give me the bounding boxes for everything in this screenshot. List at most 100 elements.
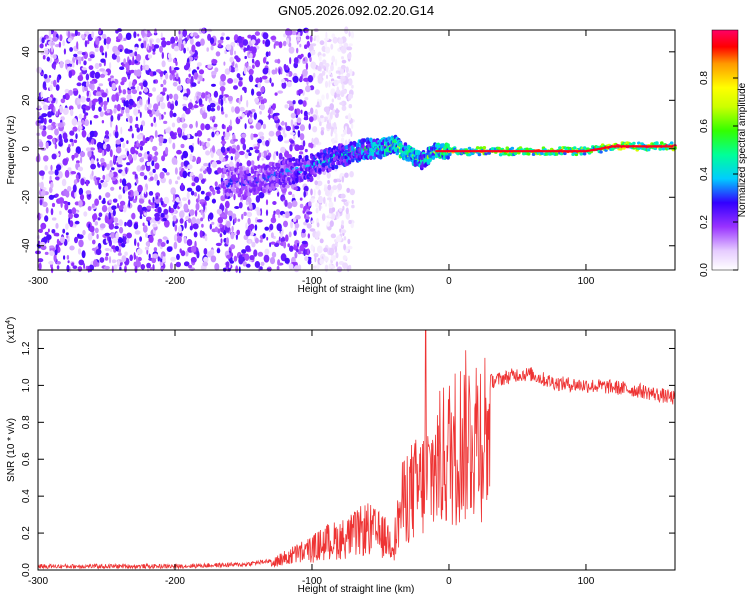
- noise-cell: [224, 113, 228, 118]
- ridge-cell: [632, 141, 636, 145]
- noise-cell: [316, 101, 320, 108]
- noise-cell: [166, 94, 170, 102]
- noise-cell: [181, 117, 185, 123]
- noise-cell: [274, 92, 278, 96]
- noise-cell: [237, 218, 241, 222]
- noise-cell: [233, 78, 239, 84]
- noise-cell: [154, 216, 160, 222]
- noise-cell: [339, 102, 344, 105]
- noise-cell: [109, 248, 113, 252]
- noise-cell: [158, 114, 162, 121]
- noise-cell: [184, 220, 187, 229]
- noise-cell: [64, 59, 71, 64]
- noise-cell: [165, 72, 169, 80]
- noise-cell: [337, 66, 342, 71]
- noise-cell: [327, 180, 330, 184]
- noise-cell: [109, 62, 112, 70]
- noise-cell: [40, 181, 44, 190]
- ridge-cell: [497, 146, 501, 150]
- noise-cell: [257, 82, 262, 89]
- noise-cell: [327, 184, 332, 191]
- noise-cell: [323, 256, 329, 262]
- noise-cell: [230, 156, 233, 161]
- noise-cell: [160, 212, 165, 218]
- noise-cell: [117, 252, 122, 256]
- noise-cell: [155, 69, 162, 73]
- noise-cell: [129, 52, 136, 57]
- noise-cell: [139, 111, 142, 119]
- noise-cell: [187, 264, 193, 269]
- noise-cell: [254, 149, 260, 154]
- noise-cell: [163, 208, 169, 215]
- noise-cell: [129, 49, 133, 53]
- noise-cell: [238, 256, 244, 265]
- noise-cell: [248, 203, 253, 210]
- noise-cell: [130, 86, 136, 90]
- noise-cell: [99, 73, 106, 78]
- noise-cell: [98, 83, 104, 87]
- noise-cell: [263, 254, 270, 263]
- ridge-cell: [245, 169, 250, 174]
- noise-cell: [242, 261, 247, 267]
- noise-cell: [320, 127, 325, 131]
- ridge-cell: [510, 146, 515, 150]
- noise-cell: [176, 116, 181, 124]
- noise-cell: [219, 223, 223, 229]
- noise-cell: [83, 60, 87, 66]
- noise-cell: [211, 83, 216, 87]
- noise-cell: [253, 249, 258, 257]
- ridge-cell: [446, 155, 450, 160]
- noise-cell: [292, 124, 296, 133]
- noise-cell: [57, 171, 63, 179]
- noise-cell: [126, 238, 130, 244]
- noise-cell: [283, 220, 288, 228]
- noise-cell: [93, 259, 98, 268]
- noise-cell: [146, 161, 151, 167]
- plot-frame: [37, 329, 676, 571]
- noise-cell: [272, 103, 276, 111]
- noise-cell: [152, 223, 158, 228]
- noise-cell: [136, 248, 143, 255]
- noise-cell: [293, 134, 296, 140]
- noise-cell: [211, 161, 218, 168]
- noise-cell: [44, 251, 49, 255]
- noise-cell: [100, 58, 106, 63]
- noise-cell: [84, 105, 91, 111]
- noise-cell: [59, 210, 62, 215]
- noise-cell: [242, 39, 249, 46]
- noise-cell: [305, 216, 310, 220]
- noise-cell: [156, 95, 160, 103]
- noise-cell: [225, 44, 232, 51]
- noise-cell: [193, 231, 198, 238]
- noise-cell: [194, 192, 197, 197]
- noise-cell: [275, 209, 281, 215]
- noise-cell: [121, 106, 125, 111]
- noise-cell: [336, 266, 343, 273]
- noise-cell: [324, 264, 329, 272]
- noise-cell: [213, 123, 218, 128]
- noise-cell: [59, 105, 64, 114]
- noise-cell: [229, 51, 234, 56]
- noise-cell: [280, 146, 286, 153]
- noise-cell: [172, 112, 177, 118]
- noise-cell: [112, 198, 118, 203]
- ridge-cell: [349, 141, 354, 146]
- noise-cell: [178, 30, 181, 35]
- noise-cell: [74, 191, 77, 198]
- noise-cell: [73, 179, 78, 185]
- y-tick-label: -40: [21, 238, 32, 253]
- noise-cell: [245, 229, 251, 237]
- noise-cell: [99, 223, 106, 229]
- noise-cell: [50, 208, 54, 216]
- noise-cell: [98, 106, 102, 112]
- noise-cell: [206, 142, 210, 148]
- noise-cell: [297, 130, 301, 138]
- noise-cell: [330, 233, 337, 239]
- noise-cell: [132, 81, 136, 87]
- noise-cell: [307, 248, 310, 256]
- noise-cell: [284, 211, 290, 219]
- noise-cell: [243, 211, 247, 216]
- noise-cell: [130, 146, 136, 155]
